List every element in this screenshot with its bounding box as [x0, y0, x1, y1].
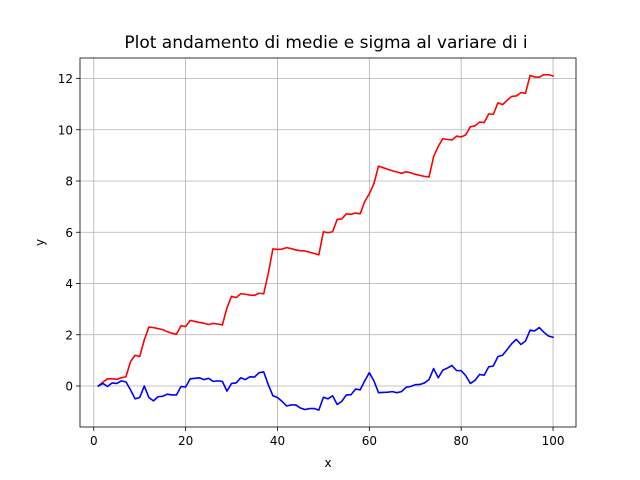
y-tick-label: 2: [65, 328, 73, 342]
y-axis-label: y: [33, 239, 47, 246]
x-axis-label: x: [324, 456, 331, 470]
chart-title: Plot andamento di medie e sigma al varia…: [124, 33, 527, 53]
series-layer: [97, 73, 555, 411]
series-line-2: [97, 326, 555, 411]
x-tick-label: 0: [90, 434, 98, 448]
y-tick-label: 8: [65, 175, 73, 189]
y-tick-label: 6: [65, 226, 73, 240]
x-tick-label: 20: [178, 434, 193, 448]
y-tick-label: 0: [65, 380, 73, 394]
y-tick-label: 4: [65, 277, 73, 291]
plot-frame: [79, 57, 577, 428]
series-line-1: [97, 73, 555, 388]
x-tick-label: 40: [270, 434, 285, 448]
y-tick-label: 10: [58, 123, 73, 137]
ticks: 0 20 40 60 80 100 0 2 4 6 8 10 12: [58, 72, 565, 448]
grid: [80, 58, 576, 427]
x-tick-label: 100: [542, 434, 565, 448]
y-tick-label: 12: [58, 72, 73, 86]
x-tick-label: 60: [362, 434, 377, 448]
x-tick-label: 80: [454, 434, 469, 448]
